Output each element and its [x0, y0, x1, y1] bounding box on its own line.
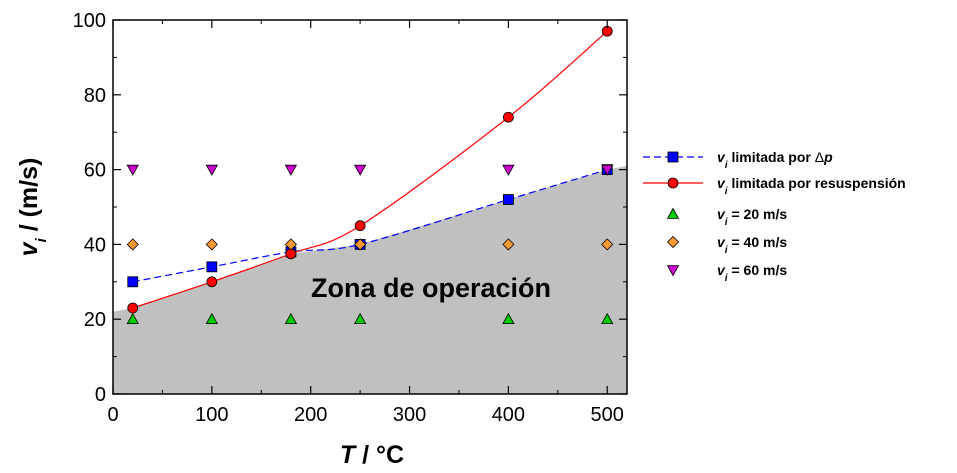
- series-3: [126, 312, 614, 325]
- y-axis-title: vi / (m/s): [15, 158, 50, 257]
- legend-entry-2: vi limitada por resuspensión: [643, 175, 906, 197]
- legend-text: limitada por: [728, 149, 815, 165]
- data-point: [354, 220, 366, 232]
- series-layer: [126, 25, 614, 325]
- data-point: [502, 238, 515, 251]
- data-point: [354, 238, 367, 251]
- legend-marker: [667, 177, 679, 189]
- legend-marker: [666, 235, 680, 249]
- legend-label: vi limitada por resuspensión: [717, 175, 906, 197]
- legend-label: vi = 40 m/s: [717, 234, 787, 256]
- x-axis-title: T / °C: [340, 441, 404, 469]
- data-point: [353, 164, 367, 176]
- operation-region-fill: [113, 165, 627, 394]
- data-point: [127, 276, 139, 288]
- y-tick-label: 40: [84, 234, 106, 256]
- data-point: [126, 238, 139, 251]
- legend-marker: [666, 265, 680, 277]
- legend-marker: [666, 207, 680, 219]
- data-point: [127, 302, 139, 314]
- legend-label: vi = 60 m/s: [717, 262, 787, 284]
- x-tick-label: 400: [492, 404, 525, 426]
- data-point: [284, 164, 298, 176]
- data-point: [206, 276, 218, 288]
- legend-var: v: [717, 234, 726, 250]
- data-point: [126, 312, 139, 325]
- data-point: [284, 312, 298, 325]
- legend-sub: i: [725, 245, 728, 256]
- operation-region: [113, 165, 627, 394]
- data-point: [502, 194, 514, 205]
- x-tick-label: 500: [591, 404, 624, 426]
- legend-delta: Δ: [815, 149, 824, 165]
- y-tick-label: 80: [84, 85, 106, 107]
- y-tick-label: 60: [84, 160, 106, 182]
- legend-label: vi limitada por Δp: [717, 149, 833, 171]
- y-tick-label: 100: [73, 10, 106, 32]
- series-2: [127, 25, 613, 314]
- legend-label: vi = 20 m/s: [717, 206, 787, 228]
- y-tick-label: 0: [95, 384, 106, 406]
- series-4: [126, 238, 614, 251]
- data-point: [601, 312, 614, 325]
- x-axis-var: T: [340, 441, 358, 469]
- legend-text: = 20 m/s: [728, 206, 788, 222]
- legend-p: p: [823, 149, 833, 165]
- legend-text: = 60 m/s: [728, 262, 788, 278]
- x-tick-label: 300: [393, 404, 426, 426]
- legend-sub: i: [725, 217, 728, 228]
- data-point: [502, 111, 514, 123]
- data-point: [601, 164, 614, 176]
- x-tick-label: 100: [195, 404, 228, 426]
- y-tick-label: 20: [84, 309, 106, 331]
- legend-entry-1: vi limitada por Δp: [643, 149, 833, 171]
- legend-sub: i: [725, 186, 728, 197]
- legend-text: limitada por resuspensión: [728, 175, 906, 191]
- legend-entry-5: vi = 60 m/s: [666, 262, 787, 284]
- data-point: [205, 312, 219, 325]
- data-point: [502, 312, 515, 325]
- legend-var: v: [717, 206, 726, 222]
- legend-var: v: [717, 149, 726, 165]
- region-label: Zona de operación: [311, 273, 551, 303]
- data-point: [353, 312, 367, 325]
- data-point: [205, 164, 219, 176]
- legend-var: v: [717, 175, 726, 191]
- legend-var: v: [717, 262, 726, 278]
- x-axis-unit: / °C: [355, 441, 404, 469]
- series-5: [126, 164, 614, 176]
- legend-marker: [667, 151, 679, 163]
- legend-sub: i: [725, 160, 728, 171]
- y-axis-var: v: [15, 240, 43, 256]
- data-point: [502, 164, 515, 176]
- x-tick-label: 200: [294, 404, 327, 426]
- data-point: [206, 261, 218, 273]
- data-point: [205, 238, 218, 251]
- y-axis-sub: i: [33, 237, 50, 242]
- legend-text: = 40 m/s: [728, 234, 788, 250]
- y-axis-unit: / (m/s): [15, 158, 43, 239]
- data-point: [601, 238, 614, 251]
- axis-ticks: 0 100 200 300 400 500 0 20 40 60 80 100: [73, 10, 627, 426]
- data-point: [284, 238, 297, 251]
- data-point: [126, 164, 139, 176]
- x-tick-label: 0: [107, 404, 118, 426]
- legend-entry-3: vi = 20 m/s: [666, 206, 787, 228]
- legend-entry-4: vi = 40 m/s: [666, 234, 787, 256]
- legend-sub: i: [725, 273, 728, 284]
